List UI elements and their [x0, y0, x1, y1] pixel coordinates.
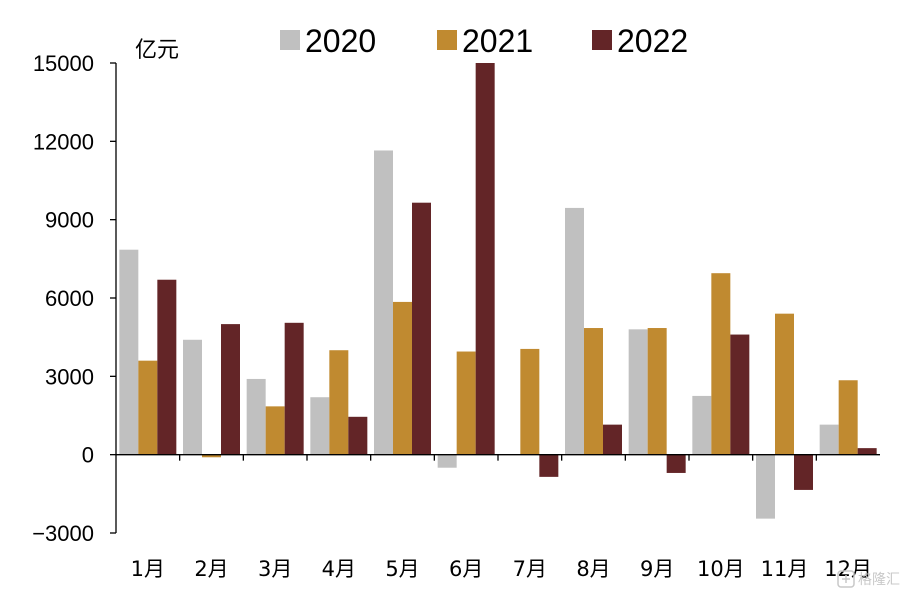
x-tick-label: 10月 — [697, 557, 745, 581]
bar-2022-5 — [412, 202, 431, 455]
bar-2022-10 — [730, 334, 750, 455]
legend-label-2022: 2022 — [617, 23, 688, 59]
y-tick-label: 12000 — [33, 129, 94, 154]
x-tick-label: 3月 — [258, 557, 292, 581]
bar-2020-2 — [183, 339, 202, 455]
bars — [119, 63, 877, 519]
bar-2021-10 — [711, 273, 731, 455]
y-tick-label: 15000 — [33, 51, 94, 76]
bar-2022-1 — [157, 279, 177, 455]
legend-swatch-2022 — [592, 30, 612, 50]
x-tick-label: 12月 — [824, 557, 872, 581]
bar-2022-6 — [475, 63, 495, 455]
bar-2022-12 — [857, 448, 877, 455]
x-tick-label: 4月 — [322, 557, 356, 581]
x-tick-label: 1月 — [131, 557, 165, 581]
bar-2022-9 — [666, 454, 686, 473]
bar-2020-5 — [374, 150, 393, 455]
bar-2020-11 — [756, 454, 775, 519]
bar-2020-1 — [119, 249, 139, 455]
bar-2022-7 — [539, 454, 559, 477]
legend-label-2020: 2020 — [305, 23, 376, 59]
y-axis-ticks: 15000 12000 9000 6000 3000 0 −3000 — [32, 51, 116, 546]
bar-2021-9 — [647, 328, 667, 455]
bar-2020-12 — [819, 424, 839, 455]
bar-2020-6 — [437, 454, 457, 468]
bar-2021-11 — [775, 313, 794, 455]
x-tick-label: 11月 — [761, 557, 809, 581]
x-tick-label: 6月 — [449, 557, 483, 581]
y-tick-label: 0 — [82, 443, 94, 468]
y-tick-label: 3000 — [45, 364, 94, 389]
bar-2020-10 — [692, 395, 712, 455]
y-tick-label: −3000 — [32, 521, 94, 546]
watermark-logo-icon — [837, 570, 855, 588]
x-tick-label: 5月 — [385, 557, 419, 581]
watermark: 格隆汇 — [858, 572, 900, 588]
x-tick-label: 8月 — [576, 557, 610, 581]
x-axis-labels: 1月 2月 3月 4月 5月 6月 7月 8月 9月 10月 11月 12月 — [131, 454, 872, 581]
bar-2022-4 — [348, 416, 368, 455]
bar-2021-7 — [520, 348, 540, 455]
bar-2022-11 — [794, 454, 813, 490]
bar-2022-2 — [221, 324, 240, 455]
unit-label: 亿元 — [135, 38, 179, 63]
bar-2021-4 — [329, 350, 349, 455]
bar-2021-3 — [265, 406, 285, 455]
bar-2020-9 — [628, 329, 648, 455]
bar-2020-8 — [565, 207, 584, 455]
legend: 2020 2021 2022 — [280, 23, 688, 59]
bar-2021-2 — [202, 454, 221, 458]
bar-2022-8 — [603, 424, 622, 455]
legend-swatch-2020 — [280, 30, 300, 50]
x-tick-label: 9月 — [640, 557, 674, 581]
bar-2021-5 — [393, 301, 412, 455]
bar-2021-6 — [456, 351, 476, 455]
legend-swatch-2021 — [437, 30, 457, 50]
bar-2021-1 — [138, 360, 158, 455]
bar-2020-4 — [310, 397, 330, 455]
bar-2021-12 — [838, 380, 858, 455]
bar-2020-3 — [246, 378, 266, 455]
x-tick-label: 2月 — [194, 557, 228, 581]
y-tick-label: 6000 — [45, 286, 94, 311]
y-tick-label: 9000 — [45, 208, 94, 233]
x-tick-label: 7月 — [513, 557, 547, 581]
legend-label-2021: 2021 — [462, 23, 533, 59]
bar-2021-8 — [584, 328, 603, 455]
bar-2022-3 — [284, 322, 304, 455]
